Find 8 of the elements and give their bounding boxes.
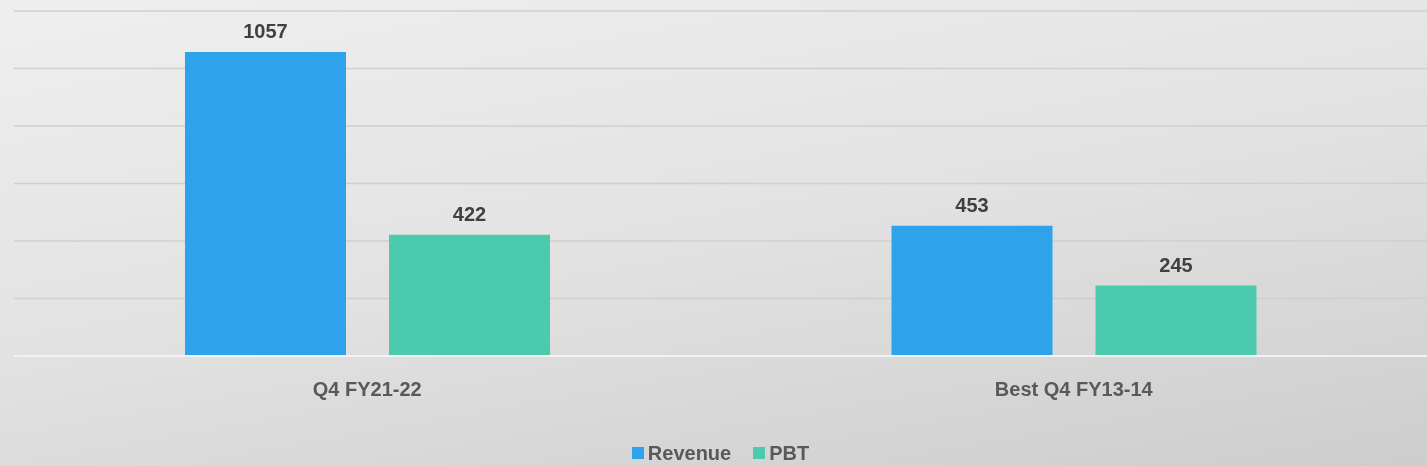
x-tick-label: Best Q4 FY13-14 [994, 378, 1154, 400]
data-label: 1057 [243, 20, 288, 43]
x-tick-label: Q4 FY21-22 [312, 378, 422, 400]
legend-label: Revenue [647, 441, 732, 465]
data-label: 245 [1159, 253, 1193, 276]
data-label: 422 [452, 202, 487, 225]
data-label: 453 [955, 193, 989, 216]
legend-label: PBT [769, 441, 810, 465]
